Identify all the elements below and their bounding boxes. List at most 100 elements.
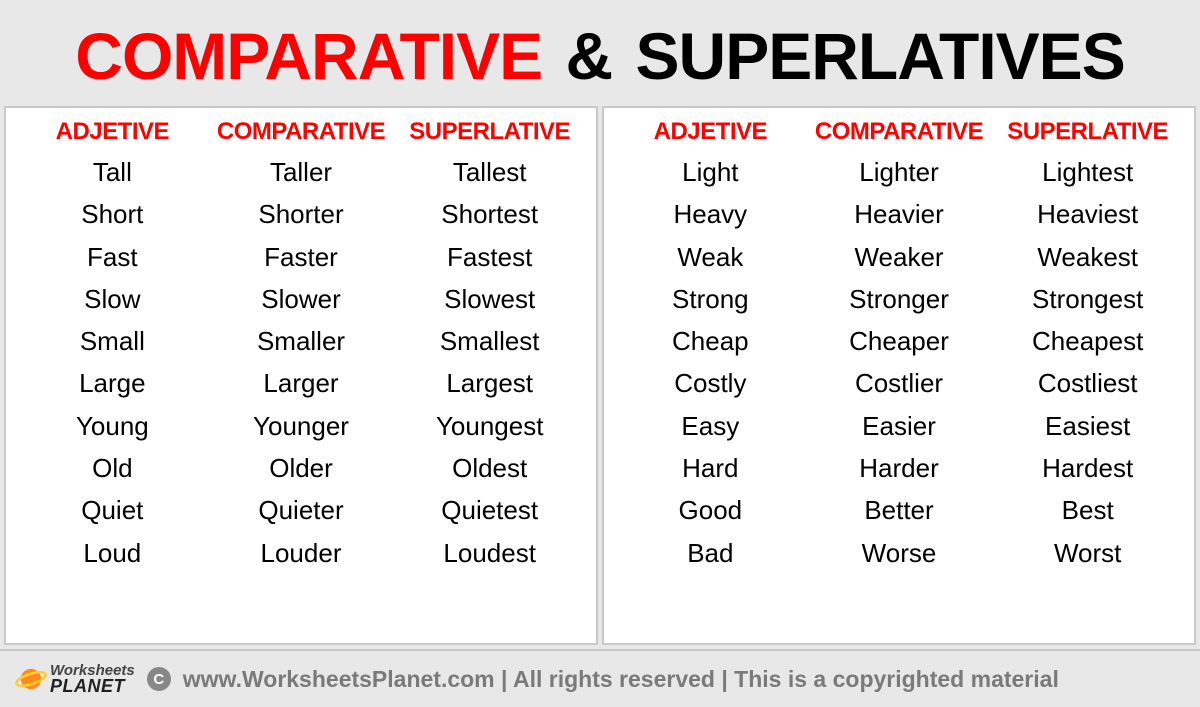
table-row: FastFasterFastest	[18, 237, 584, 277]
table-row: SmallSmallerSmallest	[18, 321, 584, 361]
cell-comp: Larger	[207, 363, 396, 403]
cell-sup: Shortest	[395, 194, 584, 234]
cell-adj: Short	[18, 194, 207, 234]
planet-icon	[14, 662, 48, 696]
cell-comp: Older	[207, 448, 396, 488]
cell-sup: Best	[993, 490, 1182, 530]
cell-adj: Slow	[18, 279, 207, 319]
header-comparative: COMPARATIVE	[207, 118, 396, 146]
left-table-panel: ADJETIVE COMPARATIVE SUPERLATIVE TallTal…	[4, 106, 598, 645]
footer: Worksheets PLANET C www.WorksheetsPlanet…	[0, 649, 1200, 707]
cell-adj: Loud	[18, 533, 207, 573]
cell-adj: Fast	[18, 237, 207, 277]
cell-adj: Quiet	[18, 490, 207, 530]
table-row: HeavyHeavierHeaviest	[616, 194, 1182, 234]
title-word-comparative: COMPARATIVE	[75, 19, 542, 93]
cell-adj: Bad	[616, 533, 805, 573]
title-word-superlatives: SUPERLATIVES	[636, 19, 1125, 93]
table-row: WeakWeakerWeakest	[616, 237, 1182, 277]
cell-comp: Quieter	[207, 490, 396, 530]
copyright-icon: C	[147, 667, 171, 691]
cell-comp: Taller	[207, 152, 396, 192]
cell-adj: Large	[18, 363, 207, 403]
title-ampersand: &	[566, 19, 613, 93]
cell-adj: Old	[18, 448, 207, 488]
cell-comp: Harder	[805, 448, 994, 488]
cell-sup: Easiest	[993, 406, 1182, 446]
main-title: COMPARATIVE & SUPERLATIVES	[0, 18, 1200, 94]
table-row: OldOlderOldest	[18, 448, 584, 488]
cell-comp: Stronger	[805, 279, 994, 319]
cell-sup: Costliest	[993, 363, 1182, 403]
cell-comp: Smaller	[207, 321, 396, 361]
header-superlative: SUPERLATIVE	[993, 118, 1182, 146]
cell-sup: Worst	[993, 533, 1182, 573]
table-header-row: ADJETIVE COMPARATIVE SUPERLATIVE	[616, 118, 1182, 146]
cell-adj: Costly	[616, 363, 805, 403]
cell-adj: Strong	[616, 279, 805, 319]
cell-comp: Younger	[207, 406, 396, 446]
cell-comp: Worse	[805, 533, 994, 573]
cell-comp: Heavier	[805, 194, 994, 234]
cell-sup: Tallest	[395, 152, 584, 192]
cell-sup: Strongest	[993, 279, 1182, 319]
table-row: HardHarderHardest	[616, 448, 1182, 488]
cell-sup: Fastest	[395, 237, 584, 277]
cell-comp: Faster	[207, 237, 396, 277]
cell-adj: Light	[616, 152, 805, 192]
table-row: ShortShorterShortest	[18, 194, 584, 234]
cell-sup: Weakest	[993, 237, 1182, 277]
cell-sup: Youngest	[395, 406, 584, 446]
cell-comp: Weaker	[805, 237, 994, 277]
table-row: SlowSlowerSlowest	[18, 279, 584, 319]
cell-sup: Lightest	[993, 152, 1182, 192]
table-row: QuietQuieterQuietest	[18, 490, 584, 530]
table-row: CostlyCostlierCostliest	[616, 363, 1182, 403]
table-header-row: ADJETIVE COMPARATIVE SUPERLATIVE	[18, 118, 584, 146]
cell-comp: Better	[805, 490, 994, 530]
cell-sup: Hardest	[993, 448, 1182, 488]
table-row: TallTallerTallest	[18, 152, 584, 192]
cell-adj: Small	[18, 321, 207, 361]
table-row: StrongStrongerStrongest	[616, 279, 1182, 319]
cell-comp: Costlier	[805, 363, 994, 403]
logo: Worksheets PLANET	[14, 662, 135, 696]
table-row: LightLighterLightest	[616, 152, 1182, 192]
cell-comp: Lighter	[805, 152, 994, 192]
cell-comp: Louder	[207, 533, 396, 573]
cell-adj: Tall	[18, 152, 207, 192]
cell-sup: Cheapest	[993, 321, 1182, 361]
cell-sup: Oldest	[395, 448, 584, 488]
cell-comp: Slower	[207, 279, 396, 319]
table-row: GoodBetterBest	[616, 490, 1182, 530]
tables-container: ADJETIVE COMPARATIVE SUPERLATIVE TallTal…	[0, 106, 1200, 649]
cell-adj: Hard	[616, 448, 805, 488]
table-row: LargeLargerLargest	[18, 363, 584, 403]
cell-sup: Quietest	[395, 490, 584, 530]
cell-comp: Shorter	[207, 194, 396, 234]
cell-sup: Heaviest	[993, 194, 1182, 234]
header-superlative: SUPERLATIVE	[395, 118, 584, 146]
footer-text: www.WorksheetsPlanet.com | All rights re…	[183, 666, 1059, 693]
cell-sup: Largest	[395, 363, 584, 403]
table-row: YoungYoungerYoungest	[18, 406, 584, 446]
cell-sup: Smallest	[395, 321, 584, 361]
cell-adj: Heavy	[616, 194, 805, 234]
table-row: LoudLouderLoudest	[18, 533, 584, 573]
logo-text: Worksheets PLANET	[50, 664, 135, 694]
header-comparative: COMPARATIVE	[805, 118, 994, 146]
cell-sup: Loudest	[395, 533, 584, 573]
cell-adj: Good	[616, 490, 805, 530]
title-bar: COMPARATIVE & SUPERLATIVES	[0, 0, 1200, 106]
header-adjective: ADJETIVE	[616, 118, 805, 146]
logo-line-planet: PLANET	[50, 678, 135, 694]
header-adjective: ADJETIVE	[18, 118, 207, 146]
table-row: BadWorseWorst	[616, 533, 1182, 573]
cell-adj: Young	[18, 406, 207, 446]
table-row: CheapCheaperCheapest	[616, 321, 1182, 361]
cell-comp: Easier	[805, 406, 994, 446]
cell-adj: Easy	[616, 406, 805, 446]
right-table-panel: ADJETIVE COMPARATIVE SUPERLATIVE LightLi…	[602, 106, 1196, 645]
cell-adj: Cheap	[616, 321, 805, 361]
cell-sup: Slowest	[395, 279, 584, 319]
